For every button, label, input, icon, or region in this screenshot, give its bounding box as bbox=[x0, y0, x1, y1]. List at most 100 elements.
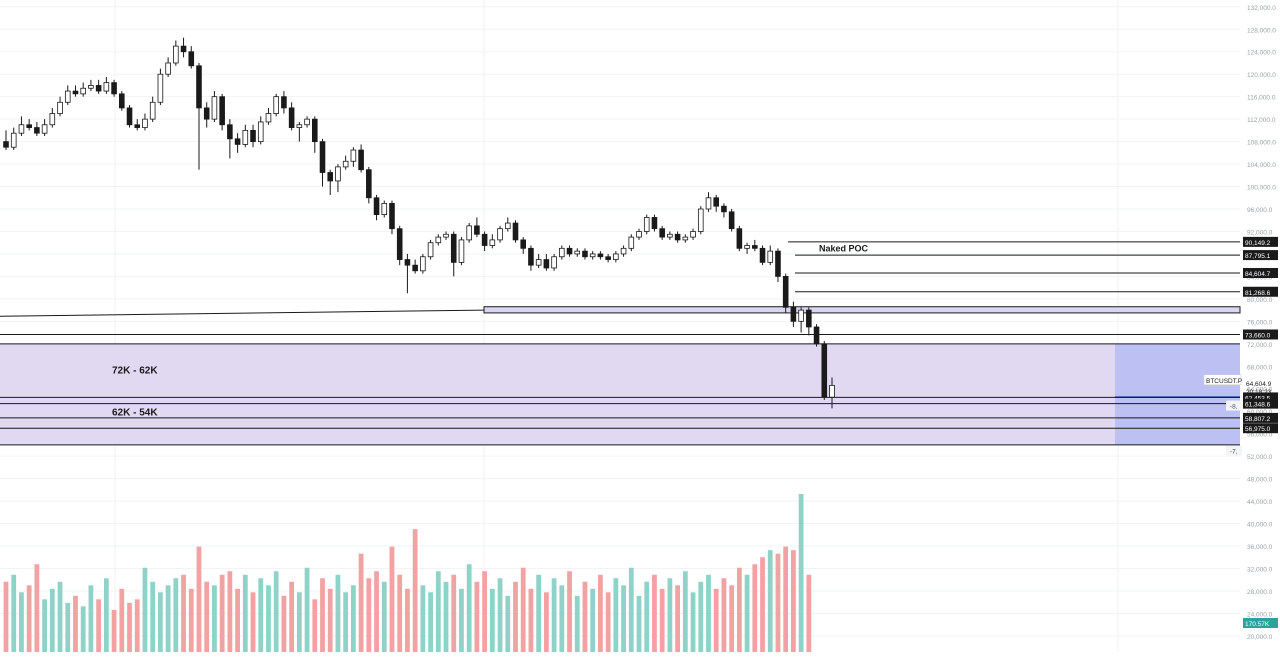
candle-body bbox=[697, 208, 704, 232]
candle-body bbox=[335, 166, 341, 182]
volume-bar bbox=[760, 557, 765, 652]
candle-body bbox=[396, 228, 403, 260]
zone-label-72-62: 72K - 62K bbox=[112, 365, 158, 376]
candle-body bbox=[327, 172, 334, 182]
volume-bar bbox=[242, 574, 248, 652]
price-axis-tick-label: 76,000.0 bbox=[1247, 319, 1273, 326]
candle-body bbox=[528, 247, 534, 266]
volume-bar bbox=[644, 581, 650, 652]
volume-bar bbox=[150, 581, 156, 652]
candle-body bbox=[250, 129, 256, 143]
candle-body bbox=[466, 225, 472, 241]
volume-bar bbox=[80, 606, 86, 652]
candle-body bbox=[821, 343, 828, 398]
candle-body bbox=[103, 82, 110, 92]
candle-body bbox=[288, 107, 295, 128]
volume-bar bbox=[88, 585, 94, 652]
price-axis-tick-label: 116,000.0 bbox=[1247, 95, 1276, 102]
candle-body bbox=[420, 256, 426, 272]
volume-bar bbox=[219, 574, 225, 652]
volume-bar bbox=[791, 550, 796, 652]
volume-bar bbox=[188, 588, 194, 652]
volume-bar bbox=[204, 581, 210, 652]
candle-body bbox=[782, 276, 789, 308]
candle-body bbox=[95, 85, 102, 92]
volume-bar bbox=[559, 585, 565, 652]
volume-bar bbox=[289, 581, 295, 652]
volume-bar bbox=[250, 592, 256, 652]
candle-body bbox=[412, 264, 418, 272]
price-tag-bg bbox=[1243, 392, 1278, 403]
price-tag-bg bbox=[1243, 268, 1278, 279]
candle-body bbox=[489, 239, 496, 246]
volume-bar bbox=[721, 578, 727, 652]
candle-body bbox=[659, 228, 665, 238]
volume-bar bbox=[181, 574, 186, 652]
volume-bar bbox=[513, 581, 518, 652]
volume-bar bbox=[659, 588, 665, 652]
volume-bar bbox=[119, 588, 125, 652]
candle-body bbox=[41, 124, 48, 134]
candle-body bbox=[458, 239, 465, 263]
volume-bar bbox=[173, 578, 179, 652]
price-axis-tick-label: 40,000.0 bbox=[1247, 522, 1273, 529]
candle-body bbox=[559, 247, 565, 258]
price-axis-tick-label: 124,000.0 bbox=[1247, 50, 1276, 57]
candle-body bbox=[443, 233, 449, 238]
zone-box bbox=[0, 343, 1115, 398]
candle-body bbox=[188, 51, 195, 67]
price-axis-bg bbox=[1243, 0, 1280, 652]
candle-body bbox=[744, 245, 750, 249]
symbol-tag: BTCUSDT.P bbox=[1206, 378, 1242, 385]
clipped-tag-bg bbox=[1226, 400, 1242, 411]
candle-body bbox=[219, 96, 225, 126]
volume-bar bbox=[443, 581, 449, 652]
candle-body bbox=[597, 253, 604, 258]
candle-body bbox=[57, 101, 63, 114]
candle-body bbox=[628, 236, 635, 249]
volume-bar bbox=[49, 588, 55, 652]
volume-badge-label: 170.57K bbox=[1245, 621, 1270, 628]
order-block bbox=[483, 306, 1241, 314]
current-price-label: 64,604.9 bbox=[1246, 381, 1272, 388]
candle-body bbox=[566, 247, 573, 255]
candle-body bbox=[234, 138, 241, 145]
candle-body bbox=[203, 107, 210, 120]
price-tag-bg bbox=[1243, 329, 1278, 340]
volume-bar bbox=[19, 592, 24, 652]
volume-bar bbox=[96, 599, 102, 652]
candle-body bbox=[775, 250, 781, 277]
candle-body bbox=[574, 250, 581, 255]
volume-bar bbox=[358, 553, 364, 652]
candle-body bbox=[134, 124, 141, 128]
price-axis-tick-label: 64,000.0 bbox=[1247, 387, 1273, 394]
volume-bar bbox=[497, 578, 503, 652]
countdown-label: 20:18:23 bbox=[1246, 389, 1272, 396]
volume-bar bbox=[42, 599, 47, 652]
candle-body bbox=[296, 124, 303, 128]
volume-bar bbox=[783, 546, 789, 652]
volume-bar bbox=[543, 592, 549, 652]
volume-bar bbox=[736, 567, 742, 652]
volume-bar bbox=[428, 592, 433, 652]
candle-body bbox=[497, 228, 503, 241]
price-tag-label: 61,348.6 bbox=[1245, 402, 1271, 409]
volume-bar bbox=[227, 571, 233, 652]
price-axis-tick-label: 72,000.0 bbox=[1247, 342, 1273, 349]
candle-body bbox=[227, 124, 233, 140]
price-tag-label: 81,268.6 bbox=[1245, 290, 1271, 297]
price-axis-tick-label: 36,000.0 bbox=[1247, 544, 1273, 551]
candle-body bbox=[759, 247, 766, 263]
candle-body bbox=[474, 225, 480, 235]
candle-body bbox=[180, 45, 187, 53]
volume-bar bbox=[266, 585, 271, 652]
volume-bar bbox=[258, 578, 264, 652]
price-tag-bg bbox=[1243, 236, 1278, 247]
candle-body bbox=[26, 124, 32, 128]
price-axis-tick-label: 104,000.0 bbox=[1247, 162, 1276, 169]
volume-bar bbox=[412, 529, 418, 652]
volume-bar bbox=[343, 592, 349, 652]
candle-body bbox=[674, 233, 681, 241]
